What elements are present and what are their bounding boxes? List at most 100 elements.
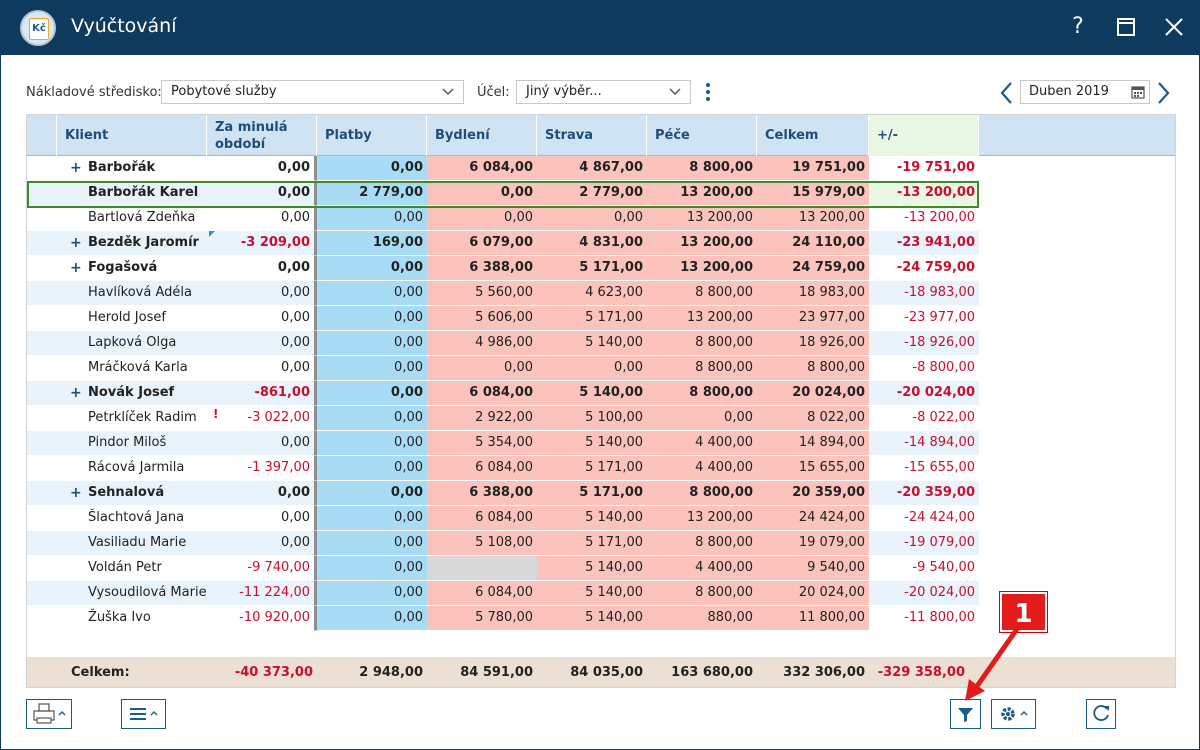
cell-care: 4 400,00 (647, 456, 757, 481)
cell-total: 13 200,00 (757, 206, 869, 231)
expand-icon[interactable]: + (70, 235, 82, 251)
cell-difference: -13 200,00 (869, 206, 979, 231)
cell-previous-periods: 0,00 (207, 181, 317, 206)
column-header-care[interactable]: Péče (647, 115, 757, 156)
menu-button[interactable] (121, 699, 166, 729)
table-row[interactable]: Rácová Jarmila -1 397,00 0,00 6 084,00 5 171… (27, 456, 979, 481)
row-indicator (27, 356, 57, 381)
period-value: Duben 2019 (1029, 84, 1109, 99)
expand-icon[interactable]: + (70, 385, 82, 401)
cell-difference: -15 655,00 (869, 456, 979, 481)
table-row[interactable]: + Bezděk Jaromír -3 209,00 169,00 6 079,00 4 … (27, 231, 979, 256)
table-row[interactable]: +Sehnalová Zdenka0,000,006 388,005 171,0… (27, 481, 979, 524)
table-row[interactable]: +Barbořák Jaromír0,000,006 084,004 867,0… (27, 156, 979, 199)
table-row[interactable]: Pindor Miloš 0,00 0,00 5 354,00 5 140,00 4 40… (27, 431, 979, 456)
client-name-text: Lapková Olga (88, 335, 177, 350)
cell-housing: 5 606,00 (427, 306, 537, 331)
client-name-text: Barbořák Karel (88, 185, 199, 200)
cell-previous-periods: -3 022,00 (207, 406, 317, 431)
cell-care: 8 800,00 (647, 156, 757, 181)
calendar-icon[interactable] (1131, 85, 1145, 99)
table-row[interactable]: Petrklíček Radim -3 022,00 0,00 2 922,00 5 1… (27, 406, 979, 431)
row-indicator (27, 256, 57, 281)
cell-difference: -19 751,00 (869, 156, 979, 181)
expand-icon[interactable]: + (70, 260, 82, 276)
table-row[interactable]: + Novák Josef -861,00 0,00 6 084,00 5 140,00 8… (27, 381, 979, 406)
table-row[interactable]: Vasiliadu Marie 0,00 0,00 5 108,00 5 171,00 8… (27, 531, 979, 556)
cell-difference: -20 024,00 (869, 381, 979, 406)
totals-label: Celkem: (71, 665, 130, 680)
cell-difference: -8 800,00 (869, 356, 979, 381)
client-name-text: Havlíková Adéla (88, 285, 192, 300)
chevron-down-icon (669, 88, 681, 96)
cell-total: 20 024,00 (757, 381, 869, 406)
purpose-select[interactable]: Jiný výběr... (516, 80, 691, 104)
table-row[interactable]: Žuška Ivo -10 920,00 0,00 5 780,00 5 140,00 8… (27, 606, 979, 631)
row-indicator-header (27, 115, 57, 156)
table-row[interactable]: Mráčková Karla 0,00 0,00 0,00 0,00 8 800,00 8 … (27, 356, 979, 381)
expand-icon[interactable]: + (70, 485, 82, 501)
cell-food: 5 140,00 (537, 606, 647, 631)
print-button[interactable] (26, 699, 72, 729)
row-indicator (27, 406, 57, 431)
cell-difference: -24 759,00 (869, 256, 979, 281)
more-options-icon[interactable] (706, 83, 712, 103)
column-header-previous-periods[interactable]: Za minulá období (207, 115, 317, 156)
refresh-button[interactable] (1086, 699, 1116, 729)
cell-food: 5 171,00 (537, 256, 647, 281)
expand-icon[interactable]: + (70, 160, 82, 176)
table-row[interactable]: Herold Josef 0,00 0,00 5 606,00 5 171,00 13 2… (27, 306, 979, 331)
next-period-button[interactable] (1154, 80, 1172, 106)
table-row[interactable]: Barbořák Karel 0,00 2 779,00 0,00 2 779,00 13… (27, 181, 979, 206)
period-field[interactable]: Duben 2019 (1020, 80, 1150, 104)
table-row[interactable]: Šlachtová Jana 0,00 0,00 6 084,00 5 140,00 13… (27, 506, 979, 531)
row-indicator (27, 531, 57, 556)
cell-payments: 0,00 (317, 206, 427, 231)
cell-payments: 2 779,00 (317, 181, 427, 206)
filter-icon (958, 708, 973, 722)
grid-header: Klient Za minulá období Platby Bydlení S… (27, 115, 1175, 156)
table-row[interactable]: Voldán Petr -9 740,00 0,00 5 140,00 4 400,00… (27, 556, 979, 581)
table-row[interactable]: Lapková Olga 0,00 0,00 4 986,00 5 140,00 8 80… (27, 331, 979, 356)
cell-difference: -24 424,00 (869, 506, 979, 531)
column-header-difference[interactable]: +/- (869, 115, 979, 156)
previous-period-button[interactable] (998, 80, 1016, 106)
cell-housing: 5 108,00 (427, 531, 537, 556)
cell-food: 4 867,00 (537, 156, 647, 181)
column-header-total[interactable]: Celkem (757, 115, 869, 156)
cell-total: 8 800,00 (757, 356, 869, 381)
column-header-payments[interactable]: Platby (317, 115, 427, 156)
cell-previous-periods: 0,00 (207, 506, 317, 531)
note-marker-icon (209, 231, 215, 237)
cost-center-select[interactable]: Pobytové služby (161, 80, 464, 104)
cell-payments: 0,00 (317, 256, 427, 281)
column-header-client[interactable]: Klient (57, 115, 207, 156)
cell-previous-periods: -9 740,00 (207, 556, 317, 581)
cell-payments: 0,00 (317, 606, 427, 631)
close-button[interactable] (1159, 12, 1189, 42)
cell-payments: 169,00 (317, 231, 427, 256)
column-header-food[interactable]: Strava (537, 115, 647, 156)
totals-total: 332 306,00 (783, 665, 865, 680)
billing-grid: Klient Za minulá období Platby Bydlení S… (26, 114, 1176, 688)
cost-center-label: Nákladové středisko: (26, 85, 162, 100)
table-row[interactable]: Vysoudilová Marie -11 224,00 0,00 6 084,00 5… (27, 581, 979, 606)
settings-button[interactable] (991, 699, 1036, 729)
cell-care: 880,00 (647, 606, 757, 631)
table-row[interactable]: Bartlová Zdeňka 0,00 0,00 0,00 0,00 13 200,00… (27, 206, 979, 231)
totals-care: 163 680,00 (671, 665, 753, 680)
cell-previous-periods: 0,00 (207, 356, 317, 381)
cell-housing: 6 084,00 (427, 456, 537, 481)
table-row[interactable]: Havlíková Adéla 0,00 0,00 5 560,00 4 623,00 8… (27, 281, 979, 306)
cell-payments: 0,00 (317, 381, 427, 406)
cell-food: 5 171,00 (537, 481, 647, 506)
maximize-button[interactable] (1111, 12, 1141, 42)
cell-client-name: Lapková Olga (57, 331, 207, 356)
purpose-value: Jiný výběr... (526, 84, 602, 99)
cell-care: 13 200,00 (647, 506, 757, 531)
help-button[interactable]: ? (1072, 14, 1084, 39)
column-header-housing[interactable]: Bydlení (427, 115, 537, 156)
cell-food: 5 140,00 (537, 381, 647, 406)
cell-total: 15 655,00 (757, 456, 869, 481)
